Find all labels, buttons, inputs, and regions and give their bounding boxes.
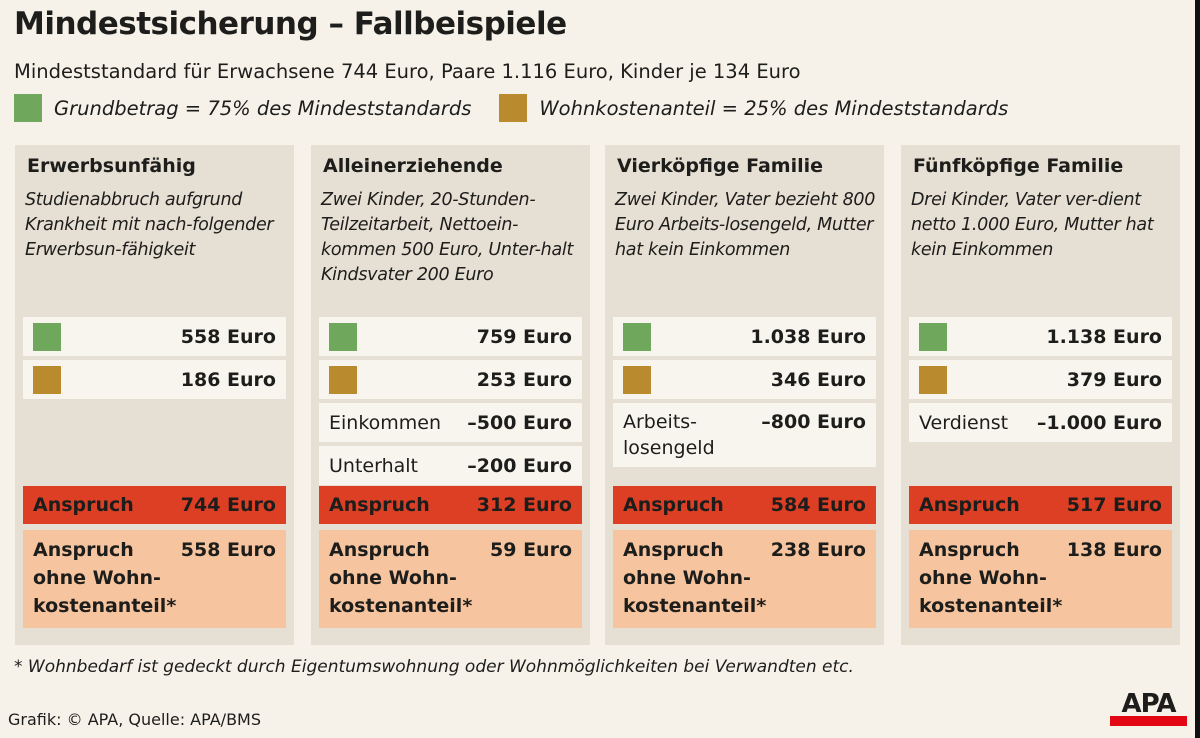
case-description: Zwei Kinder, Vater bezieht 800 Euro Arbe… (615, 190, 876, 260)
case-description: Zwei Kinder, 20-Stunden-Teilzeitarbeit, … (321, 190, 574, 285)
ochre-swatch-icon (33, 365, 61, 394)
legend-label: Grundbetrag = 75% des Mindeststandards (54, 96, 472, 120)
label: Arbeits- losengeld (623, 411, 715, 459)
anspruch-row: Anspruch 584 Euro (613, 486, 876, 524)
anspruch-ohne-wohnkosten-row: Anspruch ohne Wohn- kostenanteil* 59 Euro (319, 530, 582, 628)
ochre-swatch-icon (499, 94, 528, 122)
label: Anspruch (329, 494, 430, 516)
value: 1.138 Euro (1046, 325, 1162, 348)
label: Verdienst (919, 411, 1009, 434)
value: 517 Euro (1066, 494, 1162, 516)
case-title: Vierköpfige Familie (617, 155, 824, 177)
case-column: Fünfköpfige Familie Drei Kinder, Vater v… (901, 145, 1180, 645)
case-column: Erwerbsunfähig Studienabbruch aufgrund K… (15, 145, 294, 645)
green-swatch-icon (919, 322, 947, 351)
value: 312 Euro (476, 494, 572, 516)
value: 744 Euro (180, 494, 276, 516)
anspruch-row: Anspruch 517 Euro (909, 486, 1172, 524)
legend: Grundbetrag = 75% des Mindeststandards W… (14, 94, 1008, 122)
case-description: Studienabbruch aufgrund Krankheit mit na… (25, 190, 274, 260)
value: 138 Euro (1066, 539, 1162, 561)
wohnkosten-row: 253 Euro (319, 360, 582, 399)
value: 346 Euro (770, 368, 866, 391)
label: Anspruch ohne Wohn- kostenanteil* (33, 539, 177, 617)
legend-item-wohnkosten: Wohnkostenanteil = 25% des Mindeststanda… (499, 94, 1008, 122)
label: Einkommen (329, 411, 442, 434)
anspruch-ohne-wohnkosten-row: Anspruch ohne Wohn- kostenanteil* 558 Eur… (23, 530, 286, 628)
ochre-swatch-icon (919, 365, 947, 394)
value: –500 Euro (467, 411, 572, 434)
value: 558 Euro (180, 539, 276, 561)
anspruch-row: Anspruch 744 Euro (23, 486, 286, 524)
value: 584 Euro (770, 494, 866, 516)
value: 238 Euro (770, 539, 866, 561)
value: –1.000 Euro (1036, 411, 1162, 434)
footnote: * Wohnbedarf ist gedeckt durch Eigentums… (14, 657, 854, 677)
value: 253 Euro (476, 368, 572, 391)
value: 558 Euro (180, 325, 276, 348)
case-title: Erwerbsunfähig (27, 155, 196, 177)
wohnkosten-row: 379 Euro (909, 360, 1172, 399)
label: Anspruch ohne Wohn- kostenanteil* (329, 539, 473, 617)
apa-logo: APA (1110, 691, 1187, 726)
label: Anspruch ohne Wohn- kostenanteil* (623, 539, 767, 617)
legend-item-grundbetrag: Grundbetrag = 75% des Mindeststandards (14, 94, 471, 122)
credit: Grafik: © APA, Quelle: APA/BMS (8, 710, 262, 729)
case-description: Drei Kinder, Vater ver-dient netto 1.000… (911, 190, 1154, 260)
grundbetrag-row: 759 Euro (319, 317, 582, 356)
case-title: Alleinerziehende (323, 155, 503, 177)
case-column: Vierköpfige Familie Zwei Kinder, Vater b… (605, 145, 884, 645)
deduction-row: Arbeits- losengeld –800 Euro (613, 403, 876, 467)
anspruch-ohne-wohnkosten-row: Anspruch ohne Wohn- kostenanteil* 238 Eur… (613, 530, 876, 628)
ochre-swatch-icon (329, 365, 357, 394)
deduction-row: Einkommen –500 Euro (319, 403, 582, 442)
deduction-row: Unterhalt –200 Euro (319, 446, 582, 485)
value: 59 Euro (490, 539, 572, 561)
case-title: Fünfköpfige Familie (913, 155, 1124, 177)
case-column: Alleinerziehende Zwei Kinder, 20-Stunden… (311, 145, 590, 645)
subtitle: Mindeststandard für Erwachsene 744 Euro,… (14, 60, 801, 83)
value: –200 Euro (467, 454, 572, 477)
legend-label: Wohnkostenanteil = 25% des Mindeststanda… (539, 96, 1009, 120)
grundbetrag-row: 1.138 Euro (909, 317, 1172, 356)
label: Anspruch (919, 494, 1020, 516)
wohnkosten-row: 346 Euro (613, 360, 876, 399)
green-swatch-icon (329, 322, 357, 351)
anspruch-row: Anspruch 312 Euro (319, 486, 582, 524)
label: Anspruch (623, 494, 724, 516)
grundbetrag-row: 558 Euro (23, 317, 286, 356)
green-swatch-icon (623, 322, 651, 351)
page-title: Mindestsicherung – Fallbeispiele (14, 6, 567, 42)
value: 1.038 Euro (750, 325, 866, 348)
label: Anspruch (33, 494, 134, 516)
ochre-swatch-icon (623, 365, 651, 394)
label: Anspruch ohne Wohn- kostenanteil* (919, 539, 1063, 617)
value: 379 Euro (1066, 368, 1162, 391)
anspruch-ohne-wohnkosten-row: Anspruch ohne Wohn- kostenanteil* 138 Eur… (909, 530, 1172, 628)
green-swatch-icon (33, 322, 61, 351)
value: 186 Euro (180, 368, 276, 391)
deduction-row: Verdienst –1.000 Euro (909, 403, 1172, 442)
value: 759 Euro (476, 325, 572, 348)
wohnkosten-row: 186 Euro (23, 360, 286, 399)
green-swatch-icon (14, 94, 42, 122)
value: –800 Euro (761, 411, 866, 433)
grundbetrag-row: 1.038 Euro (613, 317, 876, 356)
label: Unterhalt (329, 454, 418, 477)
